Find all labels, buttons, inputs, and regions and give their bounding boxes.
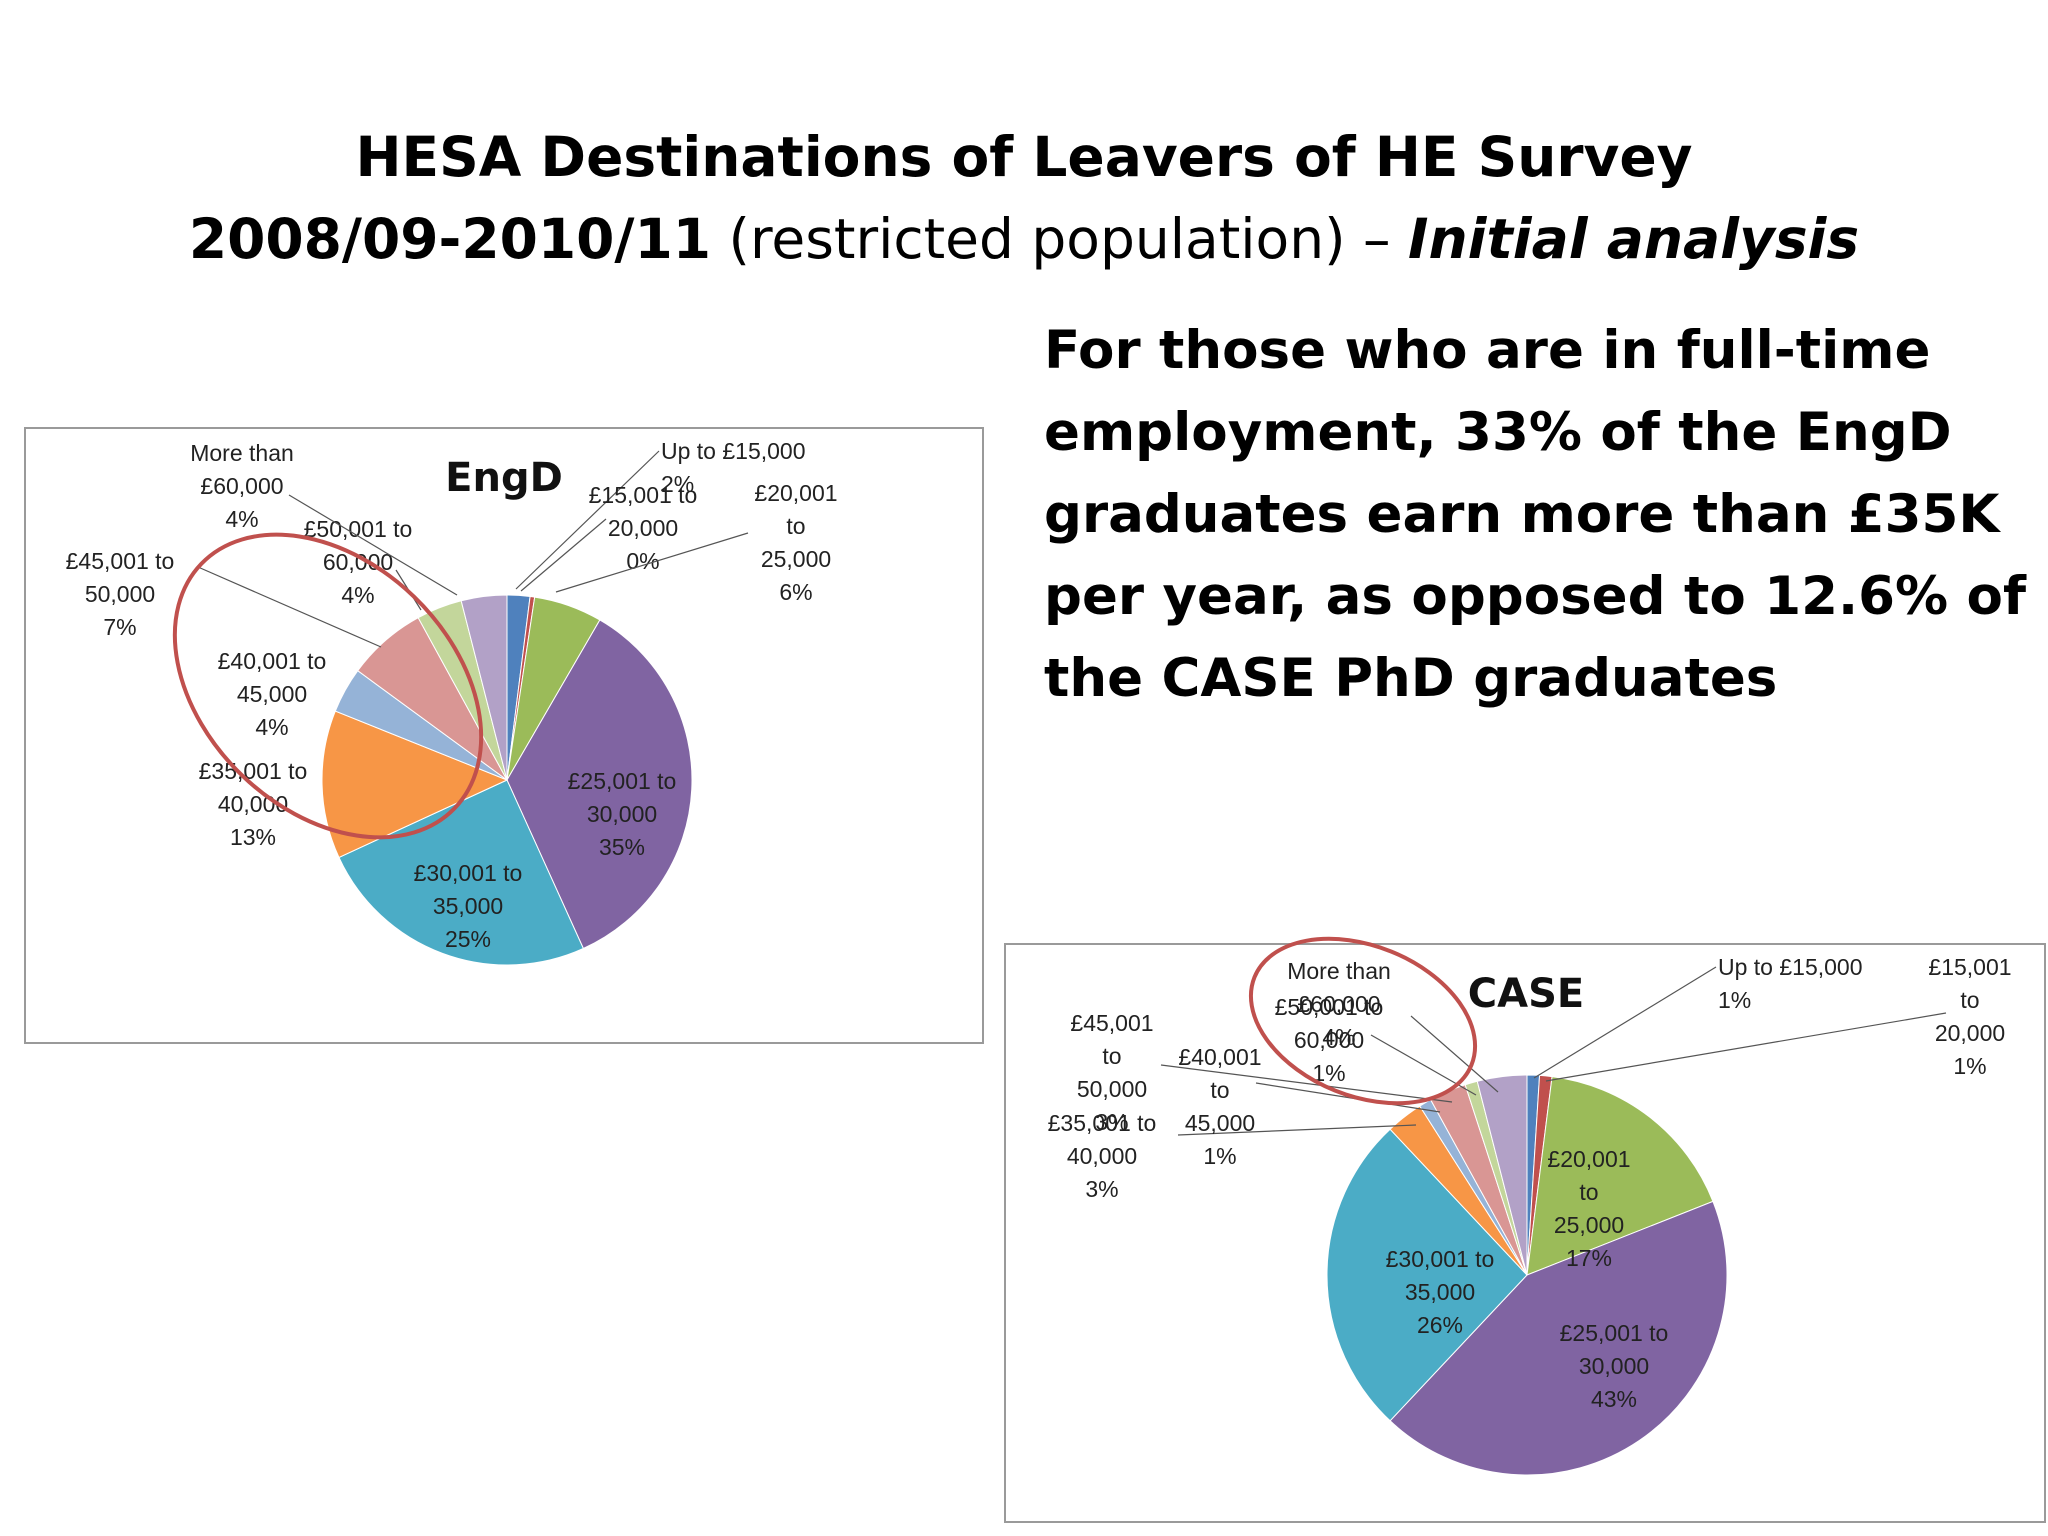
case-slice-label-3: £25,001 to 30,000 43% [1560, 1320, 1669, 1412]
engd-slice-label-2: £20,001 to 25,000 6% [754, 480, 837, 605]
engd-slice-label-3: £25,001 to 30,000 35% [568, 768, 677, 860]
engd-slice-label-4: £30,001 to 35,000 25% [414, 860, 523, 952]
title-years: 2008/09-2010/11 [188, 207, 712, 271]
engd-slice-label-6: £40,001 to 45,000 4% [218, 648, 327, 740]
engd-slice-label-9: More than £60,000 4% [190, 440, 294, 532]
case-slice-label-0: Up to £15,000 1% [1718, 954, 1863, 1013]
engd-leader-line-1 [520, 518, 607, 592]
title-population: (restricted population) – [711, 207, 1408, 271]
case-slice-label-6: £40,001 to 45,000 1% [1178, 1044, 1261, 1169]
case-slice-label-5: £35,001 to 40,000 3% [1048, 1110, 1157, 1202]
summary-text: For those who are in full-time employmen… [1044, 320, 2027, 709]
case-slice-label-7: £45,001 to 50,000 3% [1070, 1010, 1153, 1135]
engd-slice-9 [460, 594, 508, 781]
case-slice-3 [1389, 1200, 1728, 1476]
engd-slice-4 [338, 779, 585, 966]
engd-leader-line-0 [515, 450, 660, 590]
case-leader-line-6 [1255, 1082, 1441, 1113]
engd-pie-svg: Up to £15,000 2%£15,001 to 20,000 0% £20,001… [66, 438, 838, 966]
case-slice-label-4: £30,001 to 35,000 26% [1386, 1246, 1495, 1338]
case-slice-label-1: £15,001 to 20,000 1% [1928, 954, 2011, 1079]
case-leader-line-0 [1533, 966, 1717, 1079]
case-slice-4 [1326, 1128, 1528, 1422]
case-leader-line-9 [1410, 1015, 1499, 1093]
engd-highlight-ellipse [172, 532, 484, 840]
engd-slice-5 [321, 710, 509, 859]
engd-slice-label-1: £15,001 to 20,000 0% [589, 482, 698, 574]
title-line-1: HESA Destinations of Leavers of HE Surve… [355, 125, 1693, 189]
engd-leader-line-7 [197, 566, 382, 648]
case-slice-label-8: £50,001 to 60,000 1% [1275, 994, 1384, 1086]
slide-title: HESA Destinations of Leavers of HE Surve… [0, 116, 2048, 280]
case-chart-title: CASE [1468, 971, 1584, 1017]
case-leader-line-7 [1160, 1064, 1453, 1103]
engd-slice-label-7: £45,001 to 50,000 7% [66, 548, 175, 640]
engd-leader-line-2 [555, 532, 749, 593]
case-slice-label-9: More than £60,000 4% [1287, 958, 1391, 1050]
case-slice-2 [1526, 1076, 1714, 1276]
case-highlight-ellipse [1248, 936, 1478, 1106]
engd-chart-title: EngD [445, 455, 563, 501]
title-line-2: 2008/09-2010/11 (restricted population) … [0, 198, 2048, 280]
title-analysis: Initial analysis [1408, 207, 1860, 271]
case-chart: Up to £15,000 1% £15,001 to 20,000 1% £20,001 t… [1004, 936, 2046, 1523]
engd-chart: Up to £15,000 2% £15,001 to 20,000 0% £20,001… [24, 427, 984, 1044]
case-slice-9 [1476, 1074, 1528, 1276]
case-leader-line-1 [1545, 1012, 1947, 1082]
engd-slice-label-5: £35,001 to 40,000 13% [199, 758, 308, 850]
case-leader-line-5 [1177, 1124, 1417, 1136]
case-leader-line-8 [1370, 1034, 1477, 1096]
engd-slice-label-0: Up to £15,000 2% [661, 438, 806, 497]
engd-slice-3 [506, 619, 693, 950]
case-slice-label-2: £20,001 to 25,000 17% [1547, 1146, 1630, 1271]
engd-slice-label-8: £50,001 to 60,000 4% [304, 516, 413, 608]
engd-leader-line-9 [288, 494, 458, 596]
case-pie-svg: Up to £15,000 1% £15,001 to 20,000 1% £20,001 t… [1048, 936, 2012, 1476]
